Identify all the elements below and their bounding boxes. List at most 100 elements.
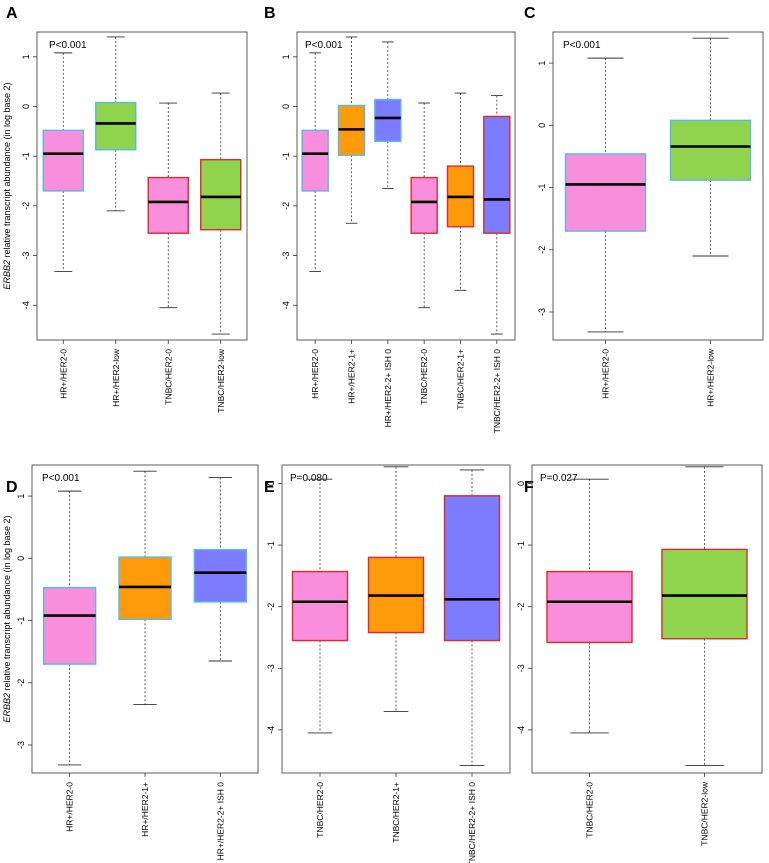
y-tick-label: 0 bbox=[21, 104, 31, 109]
box-body bbox=[410, 176, 438, 234]
category-label: TNBC/HER2-0 bbox=[585, 782, 595, 838]
y-tick-label: 1 bbox=[21, 54, 31, 59]
y-tick-label: -1 bbox=[16, 617, 26, 625]
category-label: HR+/HER2-2+ ISH 0 bbox=[215, 782, 225, 861]
y-tick-label: -3 bbox=[21, 252, 31, 260]
panel-c-pvalue: P<0.001 bbox=[563, 40, 601, 51]
panel-a-letter: A bbox=[6, 5, 18, 22]
y-tick-label: -2 bbox=[281, 202, 291, 210]
category-label: HR+/HER2-1+ bbox=[347, 349, 357, 404]
y-tick-label: -4 bbox=[281, 301, 291, 309]
box-e-1: TNBC/HER2-0 bbox=[291, 478, 349, 838]
box-f-1: TNBC/HER2-0 bbox=[546, 478, 633, 838]
panel-d: D1 0 -1 -2 -3 P<0.001 HR+/HER2-0 HR+/HER2-1+ HR+… bbox=[6, 464, 259, 861]
box-body bbox=[443, 495, 501, 642]
box-b-1: HR+/HER2-0 bbox=[301, 52, 329, 399]
panel-d-pvalue: P<0.001 bbox=[42, 473, 80, 484]
box-b-2: HR+/HER2-1+ bbox=[337, 36, 366, 404]
panel-c-frame bbox=[552, 31, 764, 341]
category-label: TNBC/HER2-0 bbox=[419, 349, 429, 405]
category-label: HR+/HER2-low bbox=[111, 348, 121, 407]
panel-b-pvalue: P<0.001 bbox=[305, 40, 343, 51]
y-tick-label: -1 bbox=[281, 152, 291, 160]
category-label: TNBC/HER2-2+ ISH 0 bbox=[492, 349, 502, 434]
box-body bbox=[483, 115, 511, 234]
box-d-1: HR+/HER2-0 bbox=[42, 490, 97, 832]
box-body bbox=[669, 119, 752, 181]
panel-e-letter: E bbox=[264, 479, 275, 496]
category-label: TNBC/HER2-0 bbox=[163, 349, 173, 405]
box-f-2: TNBC/HER2-low bbox=[661, 466, 748, 846]
y-tick-label: -2 bbox=[537, 246, 547, 254]
y-tick-label: -1 bbox=[537, 184, 547, 192]
y-tick-label: -1 bbox=[21, 152, 31, 160]
category-label: TNBC/HER2-1+ bbox=[391, 782, 401, 843]
y-tick-label: -2 bbox=[516, 603, 526, 611]
box-body bbox=[200, 158, 242, 231]
box-body bbox=[374, 98, 402, 142]
panel-f-letter: F bbox=[524, 479, 534, 496]
panel-b-frame bbox=[296, 31, 516, 341]
panel-f-frame bbox=[531, 464, 763, 774]
box-d-3: HR+/HER2-2+ ISH 0 bbox=[193, 476, 248, 861]
y-tick-label: -1 bbox=[266, 541, 276, 549]
panel-c-letter: C bbox=[524, 5, 536, 22]
category-label: TNBC/HER2-2+ ISH 0 bbox=[467, 782, 477, 863]
category-label: HR+/HER2-low bbox=[706, 348, 716, 407]
box-b-4: TNBC/HER2-0 bbox=[410, 102, 438, 405]
box-body bbox=[291, 570, 349, 642]
panel-e: E0 -1 -2 -3 -4 P=0.080 TNBC/HER2-0 TNBC/HER2-1+… bbox=[264, 464, 511, 863]
panel-e-pvalue: P=0.080 bbox=[290, 473, 328, 484]
y-axis-title-gene: ERBB2 bbox=[2, 260, 12, 290]
box-body bbox=[95, 101, 137, 151]
y-axis-title-text: relative transcript abundance (in log ba… bbox=[2, 515, 12, 693]
box-b-3: HR+/HER2-2+ ISH 0 bbox=[374, 41, 402, 427]
box-body bbox=[42, 129, 84, 192]
y-tick-label: -4 bbox=[21, 301, 31, 309]
y-tick-label: 0 bbox=[16, 556, 26, 561]
y-axis-title-text: relative transcript abundance (in log ba… bbox=[2, 82, 12, 260]
box-d-2: HR+/HER2-1+ bbox=[118, 470, 172, 837]
category-label: TNBC/HER2-0 bbox=[315, 782, 325, 838]
category-label: HR+/HER2-0 bbox=[65, 782, 75, 832]
y-tick-label: 0 bbox=[281, 104, 291, 109]
y-axis-title-gene: ERBB2 bbox=[2, 693, 12, 723]
y-tick-label: -3 bbox=[281, 252, 291, 260]
y-tick-label: -3 bbox=[16, 741, 26, 749]
y-tick-label: -2 bbox=[266, 603, 276, 611]
box-body bbox=[301, 129, 329, 192]
y-tick-label: 1 bbox=[281, 54, 291, 59]
panel-c: C 1 0 -1 -2 -3 P<0.001 HR+/HER2-0 HR+/HER2-low bbox=[524, 5, 764, 407]
box-body bbox=[661, 548, 748, 640]
category-label: HR+/HER2-1+ bbox=[140, 782, 150, 837]
y-axis-title-top: ERBB2 relative transcript abundance (in … bbox=[2, 82, 12, 289]
y-tick-label: 0 bbox=[516, 481, 526, 486]
panel-b-letter: B bbox=[264, 5, 276, 22]
y-tick-label: -1 bbox=[516, 541, 526, 549]
y-tick-label: 0 bbox=[537, 123, 547, 128]
category-label: HR+/HER2-0 bbox=[601, 349, 611, 399]
y-tick-label: -3 bbox=[516, 664, 526, 672]
box-a-2: HR+/HER2-low bbox=[95, 36, 137, 407]
category-label: HR+/HER2-0 bbox=[310, 349, 320, 399]
y-tick-label: -4 bbox=[266, 726, 276, 734]
panel-f: F0 -1 -2 -3 -4 P=0.027 TNBC/HER2-0 TNBC/HER2-lo… bbox=[516, 464, 763, 846]
y-tick-label: -3 bbox=[266, 664, 276, 672]
box-body bbox=[193, 548, 248, 603]
y-axis-title-bottom: ERBB2 relative transcript abundance (in … bbox=[2, 515, 12, 722]
y-tick-label: -2 bbox=[21, 202, 31, 210]
category-label: TNBC/HER2-1+ bbox=[456, 349, 466, 410]
box-a-4: TNBC/HER2-low bbox=[200, 92, 242, 413]
box-b-6: TNBC/HER2-2+ ISH 0 bbox=[483, 95, 511, 434]
category-label: HR+/HER2-0 bbox=[58, 349, 68, 399]
panel-d-letter: D bbox=[6, 479, 18, 496]
y-tick-label: 1 bbox=[16, 494, 26, 499]
box-b-5: TNBC/HER2-1+ bbox=[446, 92, 475, 410]
box-c-1: HR+/HER2-0 bbox=[564, 57, 647, 399]
panel-a-frame bbox=[36, 31, 248, 341]
y-tick-label: -3 bbox=[537, 308, 547, 316]
panel-a-pvalue: P<0.001 bbox=[49, 40, 87, 51]
box-body bbox=[546, 570, 633, 644]
box-body bbox=[42, 586, 97, 665]
